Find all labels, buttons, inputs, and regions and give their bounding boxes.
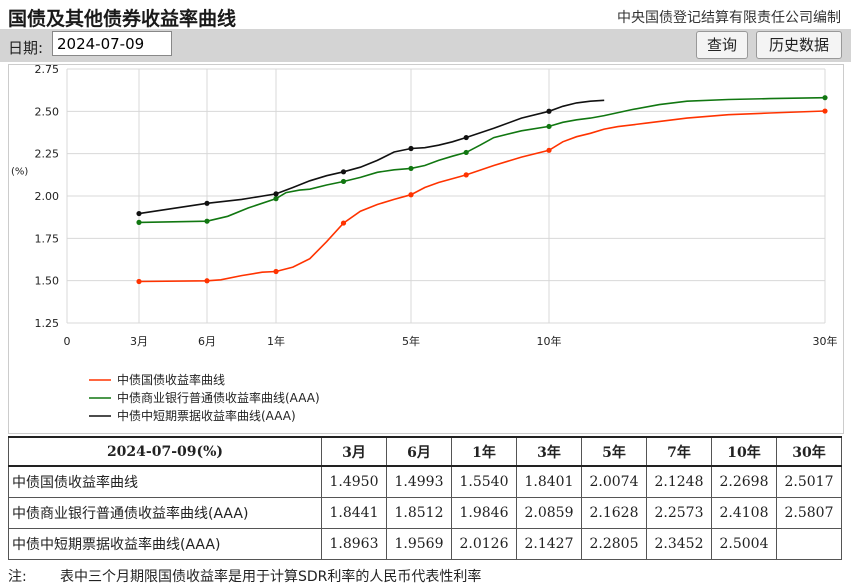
query-button[interactable]: 查询 — [696, 31, 748, 59]
data-point — [463, 134, 469, 141]
data-point — [136, 210, 142, 217]
page-title: 国债及其他债券收益率曲线 — [8, 8, 237, 30]
table-cell: 1.8441 — [321, 497, 387, 529]
x-tick-label: 10年 — [537, 334, 562, 348]
y-tick-label: 2.25 — [35, 148, 60, 161]
table-cell: 2.2805 — [581, 528, 647, 560]
y-tick-label: 2.00 — [35, 190, 60, 203]
table-col-header: 3月 — [321, 436, 387, 467]
table-cell: 1.4950 — [321, 465, 387, 498]
data-point — [273, 196, 279, 202]
data-point — [273, 191, 279, 197]
table-row: 中债商业银行普通债收益率曲线(AAA) 1.8441 1.8512 1.9846 2.0… — [8, 497, 842, 529]
data-point — [273, 268, 279, 275]
note-text: 表中三个月期限国债收益率是用于计算SDR利率的人民币代表性利率 — [60, 569, 482, 585]
data-point — [822, 108, 828, 114]
table-col-header: 3年 — [516, 436, 582, 467]
note: 注: 表中三个月期限国债收益率是用于计算SDR利率的人民币代表性利率 — [8, 566, 481, 586]
table-cell: 1.9569 — [386, 528, 452, 560]
table-row-name: 中债中短期票据收益率曲线(AAA) — [8, 528, 322, 560]
table-cell: 2.0859 — [516, 497, 582, 529]
table-cell: 2.0126 — [451, 528, 517, 560]
data-point — [463, 149, 469, 156]
data-point — [822, 95, 828, 101]
toolbar: 日期: 查询 历史数据 — [0, 29, 851, 62]
yield-table: 2024-07-09(%) 3月 6月 1年 3年 5年 7年 10年 30年 中债国债收益率… — [8, 436, 842, 560]
data-point — [463, 172, 469, 178]
table-row-name: 中债国债收益率曲线 — [8, 465, 322, 498]
table-cell: 2.5017 — [776, 465, 842, 498]
x-tick-label: 1年 — [267, 334, 285, 348]
data-point — [546, 147, 552, 153]
table-cell: 1.4993 — [386, 465, 452, 498]
x-tick-label: 6月 — [198, 335, 216, 348]
table-col-header: 7年 — [646, 436, 712, 467]
yield-curve-chart: 1.25 1.50 1.75 2.00 2.25 2.50 2.75 0 3月 6月 1年 5年 10年… — [8, 63, 844, 434]
table-cell: 1.8512 — [386, 497, 452, 529]
table-cell — [776, 528, 842, 560]
table-row: 中债中短期票据收益率曲线(AAA) 1.8963 1.9569 2.0126 2.142… — [8, 528, 842, 560]
table-corner-header: 2024-07-09(%) — [8, 436, 322, 467]
legend-entry: 中债商业银行普通债收益率曲线(AAA) — [117, 390, 320, 405]
table-cell: 2.1248 — [646, 465, 712, 498]
series-line — [138, 99, 605, 215]
table-col-header: 30年 — [776, 436, 842, 467]
data-point — [546, 123, 552, 130]
y-tick-label: 2.50 — [35, 105, 60, 118]
data-point — [340, 169, 347, 175]
publisher-label: 中央国债登记结算有限责任公司编制 — [617, 10, 841, 26]
date-label: 日期: — [8, 39, 44, 57]
table-cell: 2.0074 — [581, 465, 647, 498]
y-axis-label: (%) — [11, 167, 28, 178]
table-cell: 2.4108 — [711, 497, 777, 529]
table-cell: 2.2698 — [711, 465, 777, 498]
data-point — [408, 145, 414, 152]
date-input[interactable] — [52, 31, 172, 56]
table-cell: 1.8963 — [321, 528, 387, 560]
table-cell: 2.2573 — [646, 497, 712, 529]
data-point — [204, 218, 210, 224]
table-cell: 1.5540 — [451, 465, 517, 498]
data-point — [340, 178, 347, 185]
x-tick-label: 5年 — [402, 334, 420, 348]
table-header-row: 2024-07-09(%) 3月 6月 1年 3年 5年 7年 10年 30年 — [8, 436, 842, 467]
y-tick-label: 2.75 — [35, 65, 60, 76]
data-point — [204, 278, 210, 284]
table-row-name: 中债商业银行普通债收益率曲线(AAA) — [8, 497, 322, 529]
x-tick-label: 30年 — [813, 334, 838, 348]
y-tick-label: 1.50 — [35, 275, 60, 288]
table-cell: 2.3452 — [646, 528, 712, 560]
history-data-button[interactable]: 历史数据 — [756, 31, 842, 59]
legend-entry: 中债国债收益率曲线 — [117, 372, 225, 387]
header: 国债及其他债券收益率曲线 中央国债登记结算有限责任公司编制 — [0, 0, 851, 30]
table-cell: 2.1427 — [516, 528, 582, 560]
data-point — [340, 220, 347, 226]
series-line — [138, 96, 826, 224]
chart-svg: 1.25 1.50 1.75 2.00 2.25 2.50 2.75 0 3月 6月 1年 5年 10年… — [11, 63, 838, 423]
table-col-header: 5年 — [581, 436, 647, 467]
legend-entry: 中债中短期票据收益率曲线(AAA) — [117, 408, 296, 423]
y-tick-label: 1.25 — [35, 317, 60, 330]
x-tick-label: 3月 — [130, 335, 148, 348]
table-col-header: 10年 — [711, 436, 777, 467]
x-tick-label: 0 — [64, 335, 71, 348]
note-label: 注: — [8, 569, 27, 585]
table-col-header: 6月 — [386, 436, 452, 467]
data-point — [408, 192, 414, 198]
table-cell: 1.8401 — [516, 465, 582, 498]
table-col-header: 1年 — [451, 436, 517, 467]
y-tick-label: 1.75 — [35, 232, 60, 245]
data-point — [546, 108, 552, 114]
table-cell: 1.9846 — [451, 497, 517, 529]
data-point — [408, 165, 414, 172]
data-point — [136, 219, 142, 225]
data-point — [204, 200, 210, 206]
table-cell: 2.5004 — [711, 528, 777, 560]
table-row: 中债国债收益率曲线 1.4950 1.4993 1.5540 1.8401 2.0074 2… — [8, 465, 842, 498]
data-point — [136, 278, 142, 285]
table-cell: 2.5807 — [776, 497, 842, 529]
table-cell: 2.1628 — [581, 497, 647, 529]
